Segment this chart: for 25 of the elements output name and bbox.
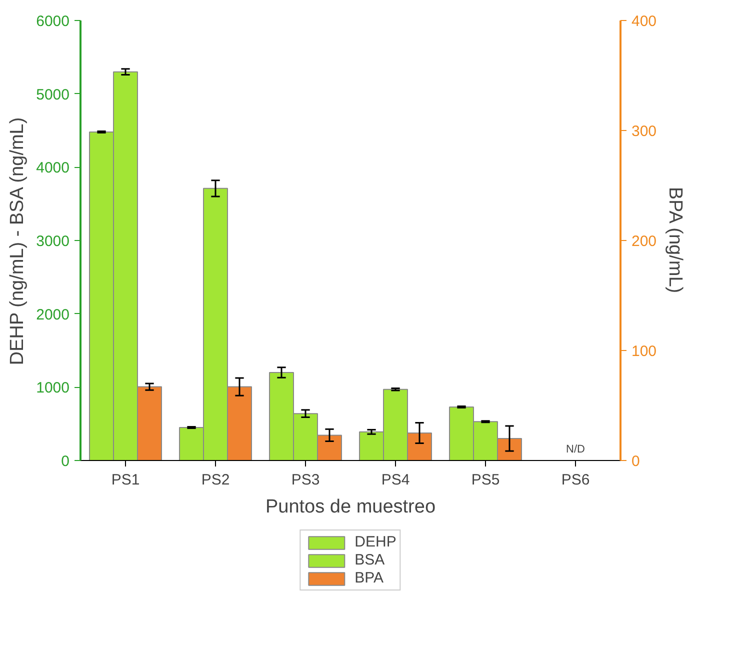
y-tick-label: 5000 <box>36 86 70 104</box>
legend-label: BSA <box>354 552 385 568</box>
x-tick-label: PS5 <box>471 472 500 488</box>
x-tick-label: PS3 <box>291 472 320 488</box>
y2-tick-label: 0 <box>632 453 640 470</box>
y-tick-label: 4000 <box>36 160 70 177</box>
y2-axis-title: BPA (ng/mL) <box>664 186 686 294</box>
y-tick-label: 2000 <box>36 306 70 324</box>
y-tick-label: 0 <box>61 453 70 470</box>
x-tick-label: PS2 <box>201 472 230 488</box>
x-tick-label: PS1 <box>111 472 140 488</box>
y-tick-label: 6000 <box>36 13 70 30</box>
y2-tick-label: 400 <box>632 13 657 30</box>
x-tick-label: PS4 <box>381 472 410 488</box>
x-axis-title: Puntos de muestreo <box>265 496 436 518</box>
y2-tick-label: 100 <box>632 343 657 360</box>
x-tick-label: PS6 <box>561 472 590 488</box>
legend-label: DEHP <box>354 534 396 550</box>
y-axis-title: DEHP (ng/mL) - BSA (ng/mL) <box>7 117 28 366</box>
y-tick-label: 3000 <box>36 233 70 250</box>
y-tick-label: 1000 <box>36 380 70 397</box>
legend-label: BPA <box>354 570 384 586</box>
y2-tick-label: 200 <box>632 233 657 250</box>
annotation: N/D <box>566 444 586 456</box>
y2-tick-label: 300 <box>632 123 657 140</box>
